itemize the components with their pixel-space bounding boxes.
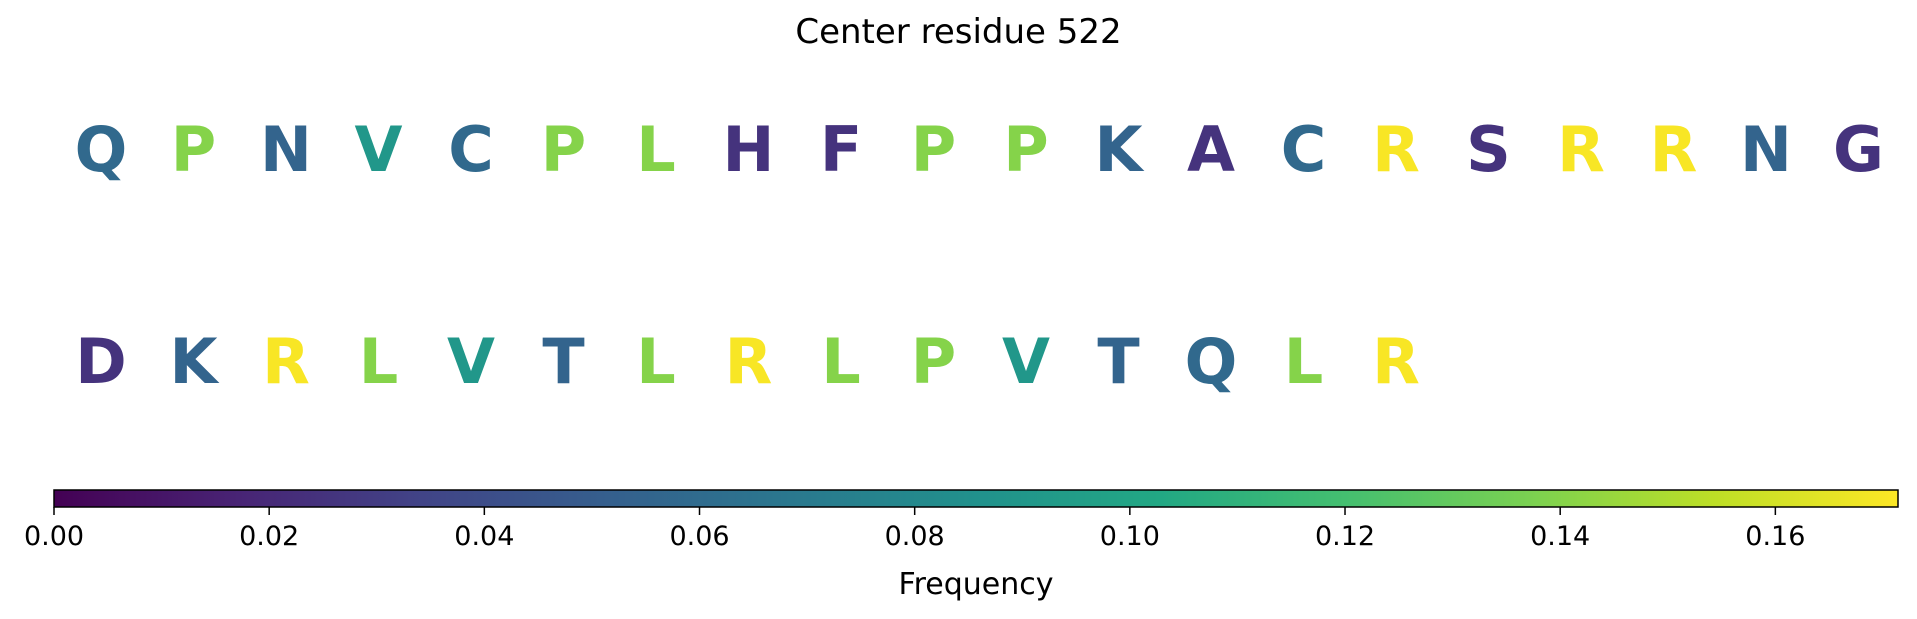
residue-letter: L bbox=[821, 325, 861, 398]
colorbar-tick-label: 0.06 bbox=[669, 521, 729, 552]
residue-letter: V bbox=[354, 113, 403, 186]
residue-letter: P bbox=[1003, 113, 1049, 186]
colorbar-label: Frequency bbox=[899, 567, 1054, 602]
colorbar-tick-label: 0.00 bbox=[24, 521, 84, 552]
residue-letter: L bbox=[1283, 325, 1324, 398]
residue-letter: R bbox=[1372, 325, 1420, 398]
residue-letter: H bbox=[722, 113, 775, 186]
residue-letter: V bbox=[1002, 325, 1050, 398]
colorbar-tick-label: 0.12 bbox=[1315, 521, 1375, 552]
colorbar-tick-label: 0.04 bbox=[454, 521, 514, 552]
residue-letter: T bbox=[1097, 325, 1140, 398]
residue-letter: D bbox=[75, 325, 127, 398]
residue-letter: F bbox=[819, 113, 863, 186]
colorbar-tick-label: 0.16 bbox=[1745, 521, 1805, 552]
colorbar-tick-label: 0.14 bbox=[1530, 521, 1590, 552]
residue-letter: K bbox=[169, 325, 218, 398]
residue-letter: Q bbox=[1184, 325, 1238, 398]
residue-letter: R bbox=[1649, 113, 1698, 186]
residue-letter: A bbox=[1187, 113, 1235, 186]
residue-letter: N bbox=[1740, 113, 1792, 186]
residue-letter: P bbox=[540, 113, 587, 186]
chart-title: Center residue 522 bbox=[795, 12, 1122, 52]
residue-letter: L bbox=[358, 325, 399, 398]
residue-letter: C bbox=[1280, 113, 1327, 186]
residue-letter: L bbox=[636, 113, 676, 186]
residue-letter: V bbox=[447, 325, 495, 398]
colorbar-tick-label: 0.08 bbox=[885, 521, 945, 552]
residue-letter: R bbox=[1372, 113, 1420, 186]
residue-letter: R bbox=[1557, 113, 1605, 186]
residue-letter: G bbox=[1833, 113, 1884, 186]
colorbar-tick-label: 0.10 bbox=[1100, 521, 1160, 552]
residue-letter: P bbox=[170, 113, 217, 186]
colorbar-gradient bbox=[53, 489, 1899, 508]
residue-letter: L bbox=[636, 325, 676, 398]
residue-letter: Q bbox=[74, 113, 128, 186]
colorbar: 0.00 0.02 0.04 0.06 0.08 0.10 0.12 0.14 0.16 Fre… bbox=[24, 489, 1899, 602]
residue-letter: K bbox=[1094, 113, 1143, 186]
colorbar-ticks: 0.00 0.02 0.04 0.06 0.08 0.10 0.12 0.14 0.16 bbox=[24, 507, 1805, 552]
residue-letter: R bbox=[724, 325, 773, 398]
residue-letter: T bbox=[542, 325, 585, 398]
residue-letter: N bbox=[260, 113, 312, 186]
residue-letter: P bbox=[910, 113, 957, 186]
colorbar-tick-label: 0.02 bbox=[239, 521, 299, 552]
residue-letter: S bbox=[1466, 113, 1511, 186]
residue-letter: R bbox=[262, 325, 310, 398]
residue-letter: C bbox=[448, 113, 494, 186]
residue-letter: P bbox=[910, 325, 957, 398]
